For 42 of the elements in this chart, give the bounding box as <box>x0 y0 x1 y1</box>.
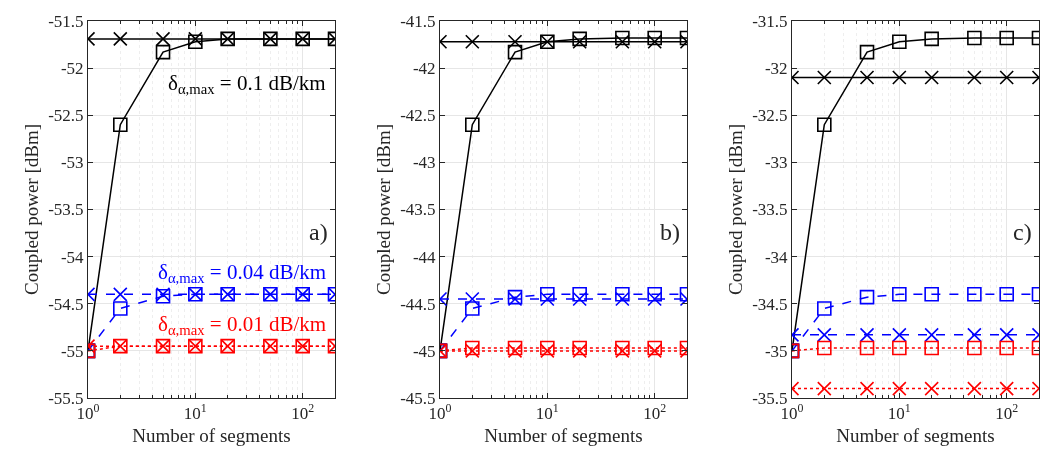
y-axis-title: Coupled power [dBm] <box>373 124 395 295</box>
y-tick-label: -34.5 <box>752 294 788 314</box>
y-tick-label: -45 <box>412 341 436 361</box>
y-tick-label: -51.5 <box>48 11 84 31</box>
y-tick-label: -52 <box>60 59 84 79</box>
y-tick-label: -42 <box>412 59 436 79</box>
x-axis-title: Number of segments <box>484 425 643 447</box>
y-tick-label: -32.5 <box>752 106 788 126</box>
y-tick-label: -44.5 <box>400 294 436 314</box>
y-tick-label: -33.5 <box>752 200 788 220</box>
annotation: b) <box>660 219 680 245</box>
annotation: c) <box>1013 219 1032 245</box>
y-tick-label: -55 <box>60 341 84 361</box>
y-tick-label: -43 <box>412 153 436 173</box>
x-tick-label: 10$^{1}$ <box>535 401 559 424</box>
x-tick-label: 10$^{2}$ <box>291 401 315 424</box>
y-tick-label: -54.5 <box>48 294 84 314</box>
y-tick-label: -41.5 <box>400 11 436 31</box>
y-tick-label: -32 <box>764 59 788 79</box>
y-tick-label: -53 <box>60 153 84 173</box>
y-axis-title: Coupled power [dBm] <box>725 124 747 295</box>
x-tick-label: 10$^{1}$ <box>887 401 911 424</box>
x-tick-label: 10$^{1}$ <box>183 401 207 424</box>
y-tick-label: -31.5 <box>752 11 788 31</box>
x-tick-label: 10$^{2}$ <box>643 401 667 424</box>
y-tick-label: -35 <box>764 341 788 361</box>
y-tick-label: -53.5 <box>48 200 84 220</box>
y-tick-label: -52.5 <box>48 106 84 126</box>
y-axis-title: Coupled power [dBm] <box>21 124 43 295</box>
y-tick-label: -33 <box>764 153 788 173</box>
annotation: a) <box>309 219 328 245</box>
x-axis-title: Number of segments <box>836 425 995 447</box>
y-tick-label: -34 <box>764 247 789 267</box>
x-axis-title: Number of segments <box>132 425 291 447</box>
y-tick-label: -43.5 <box>400 200 436 220</box>
y-tick-label: -42.5 <box>400 106 436 126</box>
annotation: δ$_{α,max}$ = 0.01 dB/km <box>158 312 327 339</box>
annotation: δ$_{α,max}$ = 0.1 dB/km <box>168 71 326 98</box>
annotation: δ$_{α,max}$ = 0.04 dB/km <box>158 260 327 287</box>
x-tick-label: 10$^{2}$ <box>995 401 1019 424</box>
y-tick-label: -44 <box>412 247 437 267</box>
y-tick-label: -54 <box>60 247 85 267</box>
